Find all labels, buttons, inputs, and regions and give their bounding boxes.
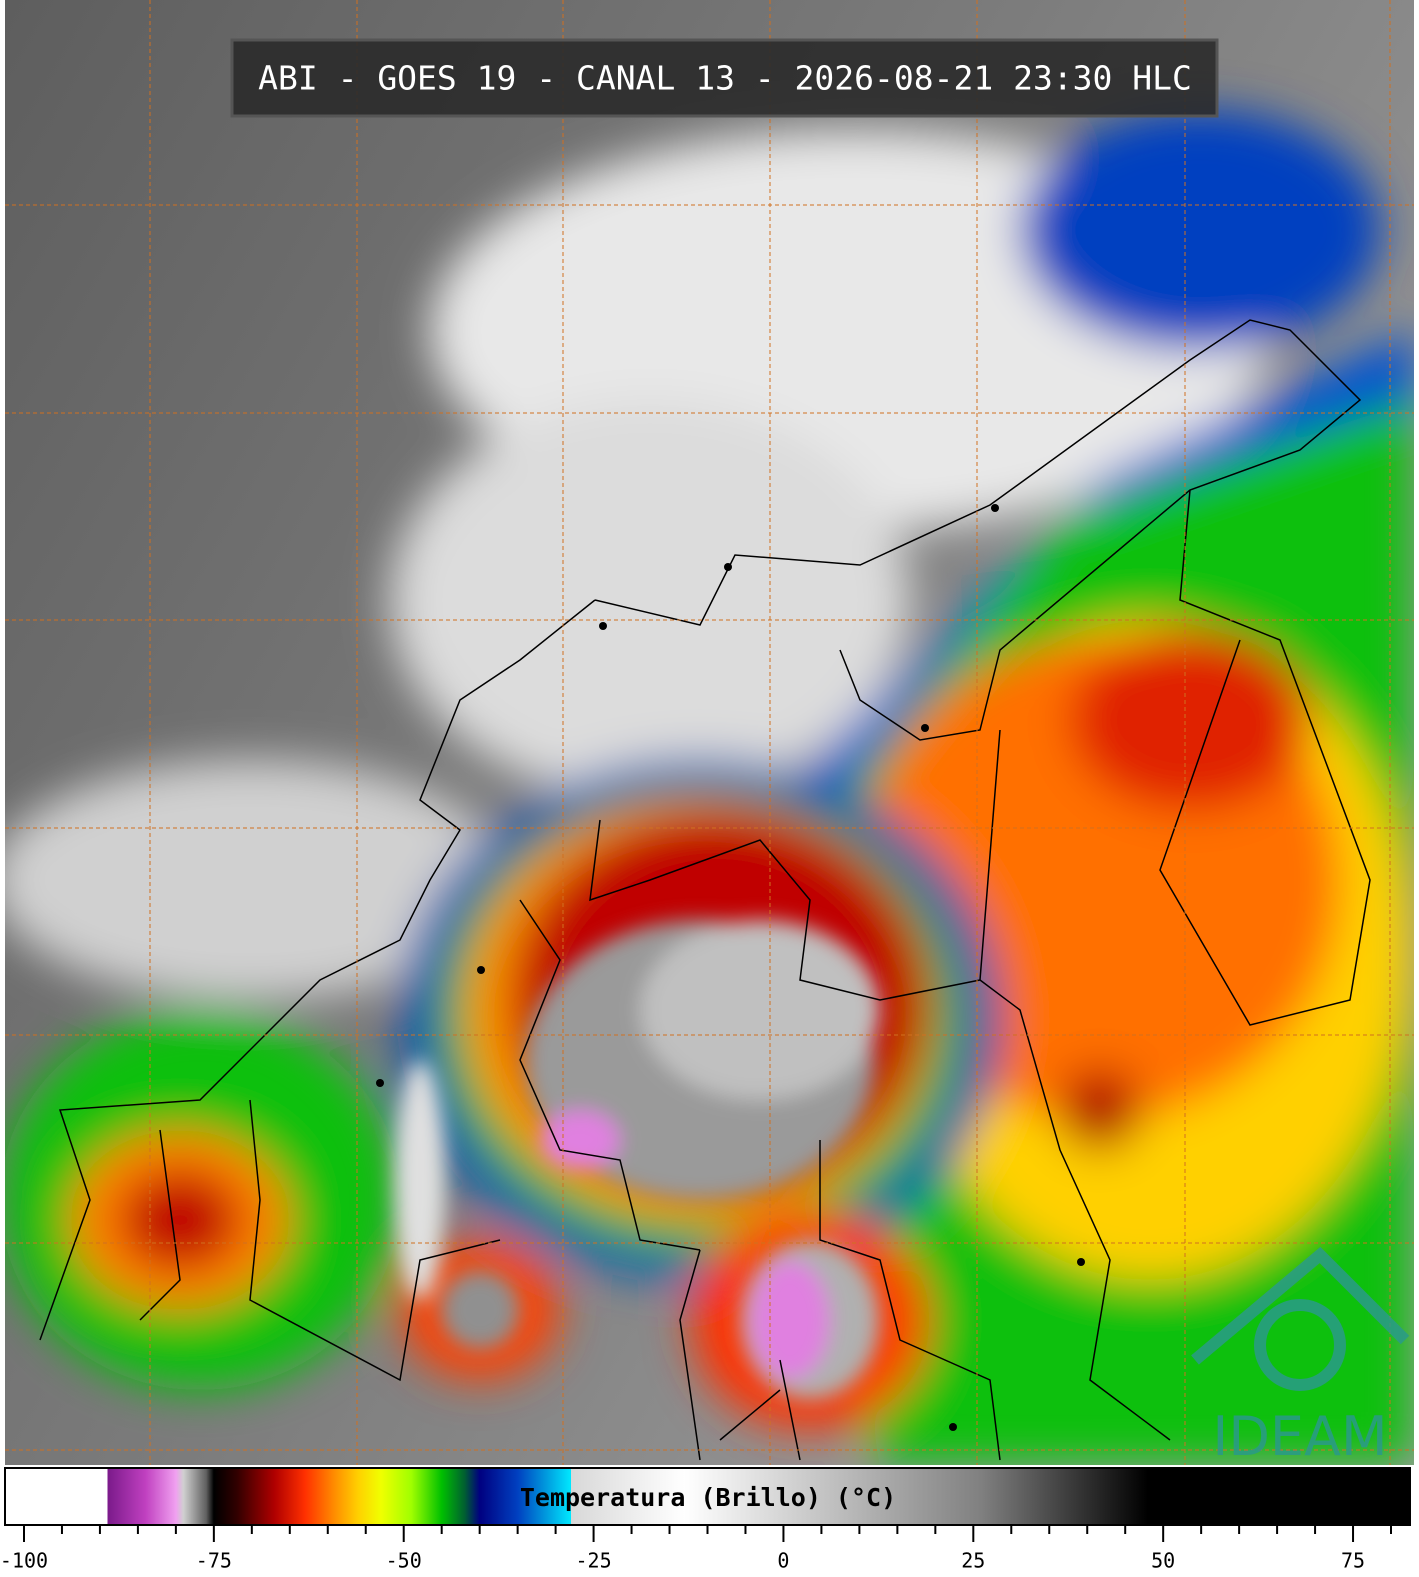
tick-label: 75 <box>1341 1549 1365 1573</box>
colorbar: Temperatura (Brillo) (°C) -100 -75 -50 -25 0… <box>0 1467 1411 1573</box>
tick-label: 25 <box>961 1549 985 1573</box>
satellite-image: IDEAM <box>5 0 1414 1468</box>
tick-label: -25 <box>576 1549 612 1573</box>
title: ABI - GOES 19 - CANAL 13 - 2026-08-21 23… <box>258 59 1192 98</box>
tick-label: -50 <box>386 1549 422 1573</box>
tick-label: -75 <box>196 1549 232 1573</box>
logo-text: IDEAM <box>1212 1405 1387 1468</box>
colorbar-label: Temperatura (Brillo) (°C) <box>520 1483 896 1512</box>
logo: IDEAM <box>1191 1246 1410 1468</box>
title-box: ABI - GOES 19 - CANAL 13 - 2026-08-21 23… <box>230 38 1219 118</box>
tick-label: 50 <box>1151 1549 1175 1573</box>
colorbar-gradient <box>4 1467 1411 1526</box>
tick-label: -100 <box>0 1549 48 1573</box>
tick-label: 0 <box>777 1549 789 1573</box>
